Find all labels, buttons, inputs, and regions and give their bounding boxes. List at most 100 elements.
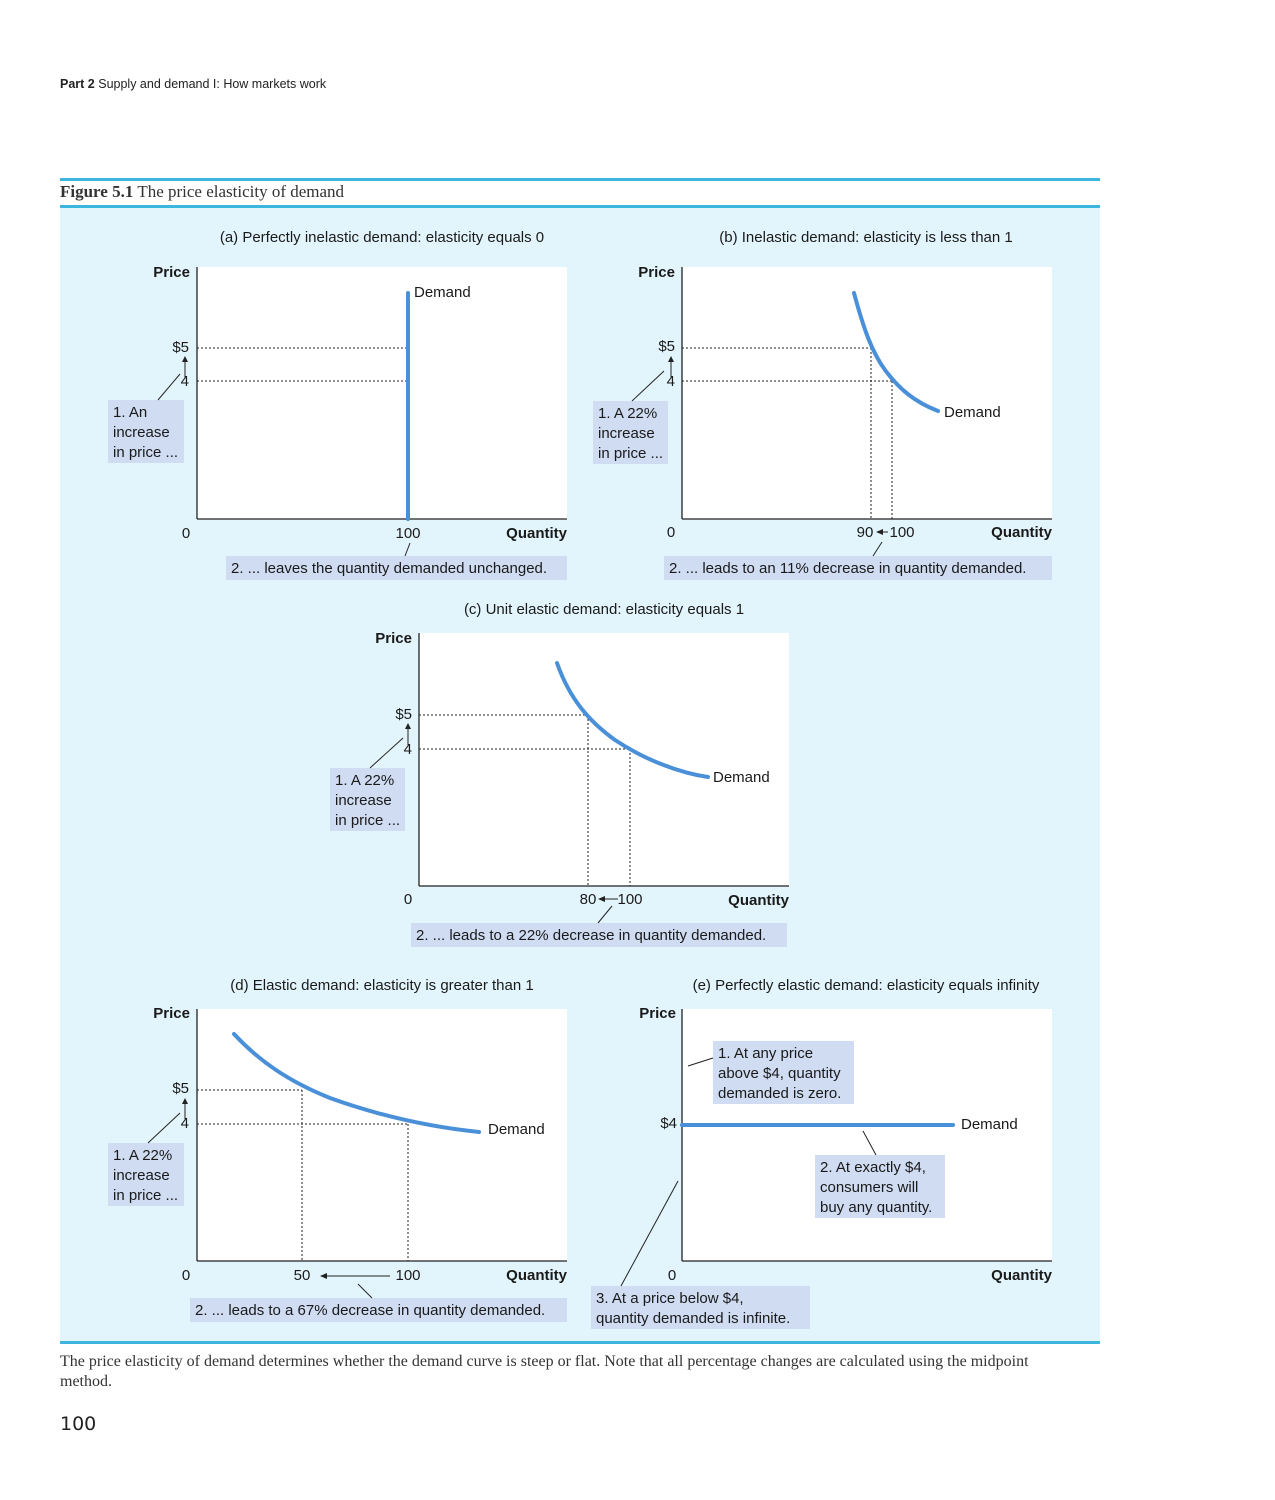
- panel-a-y-label: Price: [153, 264, 190, 281]
- panel-c-price-callout-line: 1. A 22%: [335, 772, 394, 789]
- panel-a-price-callout-line: in price ...: [113, 444, 178, 461]
- panel-d-price-callout-line: increase: [113, 1167, 170, 1184]
- panel-c-price-arrow-head: [405, 723, 411, 729]
- panel-c-demand-curve: [555, 661, 710, 779]
- panel-a-price-callout-box: [108, 400, 184, 463]
- panel-e-below-callout-box: [591, 1286, 810, 1329]
- panel-c-qty-leader: [597, 905, 613, 924]
- panel-e-at-leader: [862, 1130, 877, 1156]
- figure-title-rule: [60, 205, 1100, 208]
- panel-b-price-leader: [631, 370, 665, 402]
- figure-caption: The price elasticity of demand determine…: [60, 1353, 1029, 1390]
- panel-b-title: (b) Inelastic demand: elasticity is less…: [719, 229, 1012, 246]
- panel-a-origin: 0: [182, 525, 190, 542]
- panel-b-x-label: Quantity: [991, 524, 1052, 541]
- panel-d-ytick-4: 4: [181, 1115, 189, 1132]
- panel-c-title: (c) Unit elastic demand: elasticity equa…: [464, 601, 744, 618]
- panel-d-xtick-100: 100: [395, 1267, 420, 1284]
- panel-d-origin: 0: [182, 1267, 190, 1284]
- figure-bottom-rule: [60, 1341, 1100, 1344]
- panel-d-qty-leader: [357, 1283, 373, 1299]
- panel-b-price-arrow-head: [668, 356, 674, 362]
- panel-d-xtick-50: 50: [294, 1267, 311, 1284]
- panel-b-qty-callout-box: [664, 556, 1052, 580]
- panel-a-title: (a) Perfectly inelastic demand: elastici…: [220, 229, 544, 246]
- panel-a-demand-label: Demand: [414, 284, 471, 301]
- panel-d-title: (d) Elastic demand: elasticity is greate…: [230, 977, 533, 994]
- panel-e-at-callout-line: buy any quantity.: [820, 1199, 932, 1216]
- panel-a-plot-area: [197, 267, 567, 519]
- panel-a-price-callout-line: increase: [113, 424, 170, 441]
- panel-e-below-callout-line: quantity demanded is infinite.: [596, 1310, 790, 1327]
- panel-c-origin: 0: [404, 891, 412, 908]
- panel-d-price-callout-box: [108, 1143, 184, 1206]
- panel-a-qty-callout-line: 2. ... leaves the quantity demanded unch…: [231, 560, 547, 577]
- panel-c-ytick-5: $5: [395, 706, 412, 723]
- panel-e-above-leader: [687, 1057, 714, 1067]
- panel-a-ytick-4: 4: [181, 373, 189, 390]
- panel-c-qty-arrow-head: [598, 896, 605, 902]
- panel-a-price-leader: [157, 373, 181, 401]
- panel-c-price-leader: [369, 737, 404, 769]
- panel-c-price-callout-box: [330, 768, 405, 831]
- panel-d-demand-label: Demand: [488, 1121, 545, 1138]
- panel-a-qty-callout-box: [226, 556, 567, 580]
- figure-top-rule: [60, 178, 1100, 181]
- panel-c-xtick-100: 100: [617, 891, 642, 908]
- running-header: Part 2 Supply and demand I: How markets …: [60, 77, 326, 91]
- panel-e-at-callout-box: [815, 1155, 945, 1218]
- panel-d-qty-callout-line: 2. ... leads to a 67% decrease in quanti…: [195, 1302, 545, 1319]
- panel-a-x-label: Quantity: [506, 525, 567, 542]
- panel-d-price-callout-line: in price ...: [113, 1187, 178, 1204]
- panel-b-ytick-5: $5: [658, 338, 675, 355]
- panel-e-above-callout-line: above $4, quantity: [718, 1065, 841, 1082]
- panel-c-price-callout-line: in price ...: [335, 812, 400, 829]
- panel-c-qty-callout-box: [411, 923, 787, 947]
- panel-c-qty-callout-line: 2. ... leads to a 22% decrease in quanti…: [416, 927, 766, 944]
- panel-b-xtick-100: 100: [889, 524, 914, 541]
- panel-e-origin: 0: [668, 1267, 676, 1284]
- header-part: Part 2: [60, 77, 95, 91]
- panel-b-price-callout-line: in price ...: [598, 445, 663, 462]
- panel-c-xtick-80: 80: [580, 891, 597, 908]
- panel-e-above-callout-box: [713, 1041, 854, 1104]
- panel-e-y-label: Price: [639, 1005, 676, 1022]
- panel-b-demand-label: Demand: [944, 404, 1001, 421]
- panel-d-price-leader: [147, 1112, 181, 1144]
- panel-b-price-callout-line: 1. A 22%: [598, 405, 657, 422]
- panel-d-qty-arrow-head: [320, 1273, 327, 1279]
- panel-b-xtick-90: 90: [857, 524, 874, 541]
- panel-e-at-callout-line: 2. At exactly $4,: [820, 1159, 926, 1176]
- panel-e-ytick-4: $4: [660, 1115, 677, 1132]
- panel-b-y-label: Price: [638, 264, 675, 281]
- panel-e-at-callout-line: consumers will: [820, 1179, 918, 1196]
- figure-label: Figure 5.1: [60, 182, 134, 201]
- panel-c-demand-label: Demand: [713, 769, 770, 786]
- panel-b-origin: 0: [667, 524, 675, 541]
- panel-b-plot-area: [682, 267, 1052, 519]
- panel-d-y-label: Price: [153, 1005, 190, 1022]
- panel-c-price-callout-line: increase: [335, 792, 392, 809]
- panel-e-demand-label: Demand: [961, 1116, 1018, 1133]
- panel-d-ytick-5: $5: [172, 1080, 189, 1097]
- panel-d-demand-curve: [232, 1032, 481, 1134]
- panel-e-above-callout-line: demanded is zero.: [718, 1085, 841, 1102]
- panel-c-y-label: Price: [375, 630, 412, 647]
- panel-d-x-label: Quantity: [506, 1267, 567, 1284]
- panel-a-ytick-5: $5: [172, 339, 189, 356]
- panel-d-plot-area: [197, 1009, 567, 1261]
- panel-e-above-callout-line: 1. At any price: [718, 1045, 813, 1062]
- panel-b-qty-arrow-head: [876, 529, 883, 535]
- panel-c-plot-area: [419, 633, 789, 886]
- panel-b-ytick-4: 4: [667, 373, 675, 390]
- panel-c-ytick-4: 4: [404, 741, 412, 758]
- panel-e-below-callout-line: 3. At a price below $4,: [596, 1290, 744, 1307]
- panel-a-price-callout-line: 1. An: [113, 404, 147, 421]
- panel-d-price-arrow-head: [182, 1098, 188, 1104]
- page-number: 100: [60, 1413, 97, 1435]
- panel-b-qty-leader: [872, 541, 883, 557]
- header-title: Supply and demand I: How markets work: [98, 77, 327, 91]
- figure-title: Figure 5.1 The price elasticity of deman…: [60, 182, 344, 202]
- panel-b-demand-curve: [852, 291, 940, 413]
